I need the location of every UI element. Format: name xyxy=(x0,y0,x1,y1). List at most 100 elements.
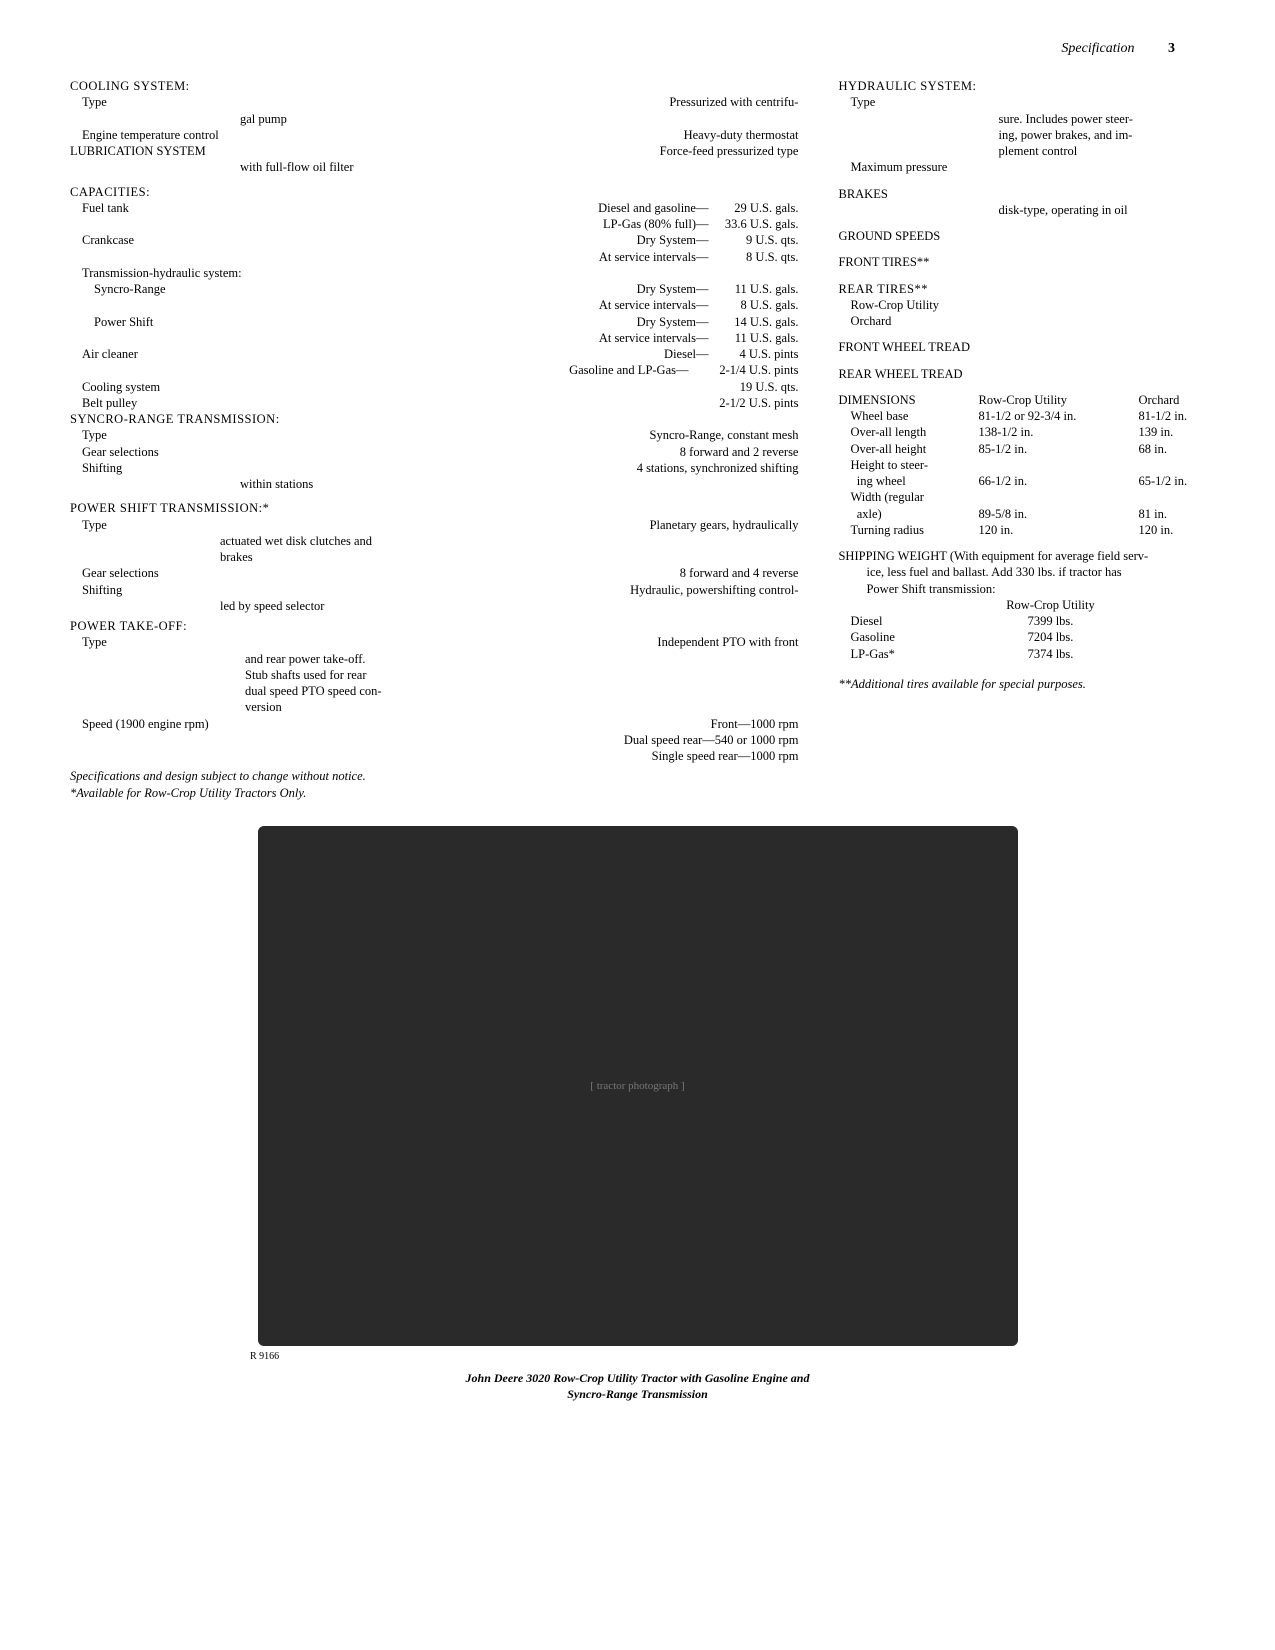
leader-dots xyxy=(967,370,1275,371)
dim-row: Turning radius 120 in. 120 in. xyxy=(838,522,1275,538)
value: 11 U.S. gals. xyxy=(709,330,799,346)
value: 8 forward and 2 reverse xyxy=(680,444,799,460)
val-rcu: 85-1/2 in. xyxy=(978,441,1138,457)
dim-row: Height to steer- xyxy=(838,457,1275,473)
val-rcu: 7204 lbs. xyxy=(970,629,1130,645)
dim-header-row: DIMENSIONS Row-Crop Utility Orchard xyxy=(838,392,1275,408)
rear-tires-orch: Orchard 16.9 - 26, 6-ply xyxy=(838,313,1275,329)
hyd-cont2: ing, power brakes, and im- xyxy=(838,127,1275,143)
pto-type: Type Independent PTO with front xyxy=(70,634,798,650)
pst-type-cont2: brakes xyxy=(70,549,798,565)
image-alt: [ tractor photograph ] xyxy=(590,1079,684,1093)
label: Width (regular xyxy=(850,489,978,505)
dim-row: axle) 89-5/8 in. 81 in. xyxy=(838,506,1275,522)
srt-shift-cont: within stations xyxy=(70,476,798,492)
col-orch: Orchard xyxy=(1130,597,1275,613)
srt-gear: Gear selections 8 forward and 2 reverse xyxy=(70,444,798,460)
leader-dots xyxy=(164,383,736,384)
ship-row: Diesel 7399 lbs. 6481 lbs. xyxy=(838,613,1275,629)
pto-cont1: and rear power take-off. xyxy=(70,651,798,667)
col-rcu: Row-Crop Utility xyxy=(970,597,1130,613)
value: Pressurized with centrifu- xyxy=(669,94,798,110)
figure-ref: R 9166 xyxy=(70,1350,1205,1363)
label: Turning radius xyxy=(850,522,978,538)
label: Orchard xyxy=(850,313,891,329)
value: Heavy-duty thermostat xyxy=(684,127,799,143)
rear-tires-head: REAR TIRES** xyxy=(838,281,1275,297)
trans-hyd-label: Transmission-hydraulic system: xyxy=(70,265,798,281)
dim-col-orch: Orchard xyxy=(1138,392,1275,408)
leader-dots xyxy=(111,639,654,640)
leader-dots xyxy=(126,586,626,587)
hyd-max: Maximum pressure 2250 psi xyxy=(838,159,1275,175)
mid: Diesel— xyxy=(186,346,709,362)
cooling-cap: Cooling system 19 U.S. qts. xyxy=(70,379,798,395)
label: Gasoline xyxy=(850,629,970,645)
leader-dots xyxy=(111,521,646,522)
value: Front—1000 rpm xyxy=(711,716,799,732)
val-orch: 6481 lbs. xyxy=(1130,613,1275,629)
pst-shift-cont: led by speed selector xyxy=(70,598,798,614)
powershift-trans-head: POWER SHIFT TRANSMISSION:* xyxy=(70,500,798,516)
pst-shift: Shifting Hydraulic, powershifting contro… xyxy=(70,582,798,598)
air-cleaner: Air cleaner Diesel— 4 U.S. pints xyxy=(70,346,798,362)
front-wheel-tread: FRONT WHEEL TREAD See page 16 xyxy=(838,339,1275,355)
val-orch: 81 in. xyxy=(1138,506,1275,522)
belt-pulley: Belt pulley 2-1/2 U.S. pints xyxy=(70,395,798,411)
syncro-trans-head: SYNCRO-RANGE TRANSMISSION: xyxy=(70,411,798,427)
pto-speed: Speed (1900 engine rpm) Front—1000 rpm xyxy=(70,716,798,732)
val-rcu: 7399 lbs. xyxy=(970,613,1130,629)
pto-speed3: Single speed rear—1000 rpm xyxy=(70,748,798,764)
val-orch xyxy=(1130,646,1275,662)
powershift-cap: Power Shift Dry System— 14 U.S. gals. xyxy=(70,314,798,330)
label: Wheel base xyxy=(850,408,978,424)
label: REAR WHEEL TREAD xyxy=(838,366,962,382)
label: ing wheel xyxy=(850,473,978,489)
pto-cont3: dual speed PTO speed con- xyxy=(70,683,798,699)
label: Type xyxy=(82,94,107,110)
val-orch: 6360 lbs. xyxy=(1130,629,1275,645)
leader-dots xyxy=(951,164,1275,165)
label: Crankcase xyxy=(82,232,134,248)
label: Type xyxy=(82,517,107,533)
pst-type: Type Planetary gears, hydraulically xyxy=(70,517,798,533)
val-rcu: 138-1/2 in. xyxy=(978,424,1138,440)
value: 8 forward and 4 reverse xyxy=(680,565,799,581)
front-tires: FRONT TIRES** 6.50 - 16, 6-ply xyxy=(838,254,1275,270)
label: Over-all length xyxy=(850,424,978,440)
hyd-cont3: plement control xyxy=(838,143,1275,159)
label: axle) xyxy=(850,506,978,522)
label: Diesel xyxy=(850,613,970,629)
ship-row: Gasoline 7204 lbs. 6360 lbs. xyxy=(838,629,1275,645)
footnote-2: *Available for Row-Crop Utility Tractors… xyxy=(70,785,798,801)
leader-dots xyxy=(210,147,656,148)
tractor-figure: [ tractor photograph ] R 9166 John Deere… xyxy=(70,826,1205,1402)
leader-dots xyxy=(111,99,666,100)
value: Syncro-Range, constant mesh xyxy=(650,427,799,443)
crankcase: Crankcase Dry System— 9 U.S. qts. xyxy=(70,232,798,248)
mid: Dry System— xyxy=(204,281,709,297)
mid: LP-Gas (80% full)— xyxy=(395,216,708,232)
label: Row-Crop Utility xyxy=(850,297,939,313)
val-orch: 139 in. xyxy=(1138,424,1275,440)
value: 4 U.S. pints xyxy=(708,346,798,362)
leader-dots xyxy=(170,285,200,286)
mid: Dry System— xyxy=(182,232,708,248)
cooling-type: Type Pressurized with centrifu- xyxy=(70,94,798,110)
value: 8 U.S. qts. xyxy=(709,249,799,265)
leader-dots xyxy=(895,317,1275,318)
value: 2-1/2 U.S. pints xyxy=(719,395,798,411)
val-rcu: 89-5/8 in. xyxy=(978,506,1138,522)
powershift-svc: At service intervals— 11 U.S. gals. xyxy=(70,330,798,346)
label: Over-all height xyxy=(850,441,978,457)
leader-dots xyxy=(974,344,1275,345)
mid: Dry System— xyxy=(191,314,708,330)
leader-dots xyxy=(138,237,178,238)
label: Power Shift xyxy=(94,314,153,330)
brakes: BRAKES Hydraulically power actuated, xyxy=(838,186,1275,202)
cooling-type-cont: gal pump xyxy=(70,111,798,127)
air-cleaner-gas: Gasoline and LP-Gas— 2-1/4 U.S. pints xyxy=(70,362,798,378)
pst-gear: Gear selections 8 forward and 4 reverse xyxy=(70,565,798,581)
left-column: COOLING SYSTEM: Type Pressurized with ce… xyxy=(70,78,798,801)
leader-dots xyxy=(892,190,1275,191)
